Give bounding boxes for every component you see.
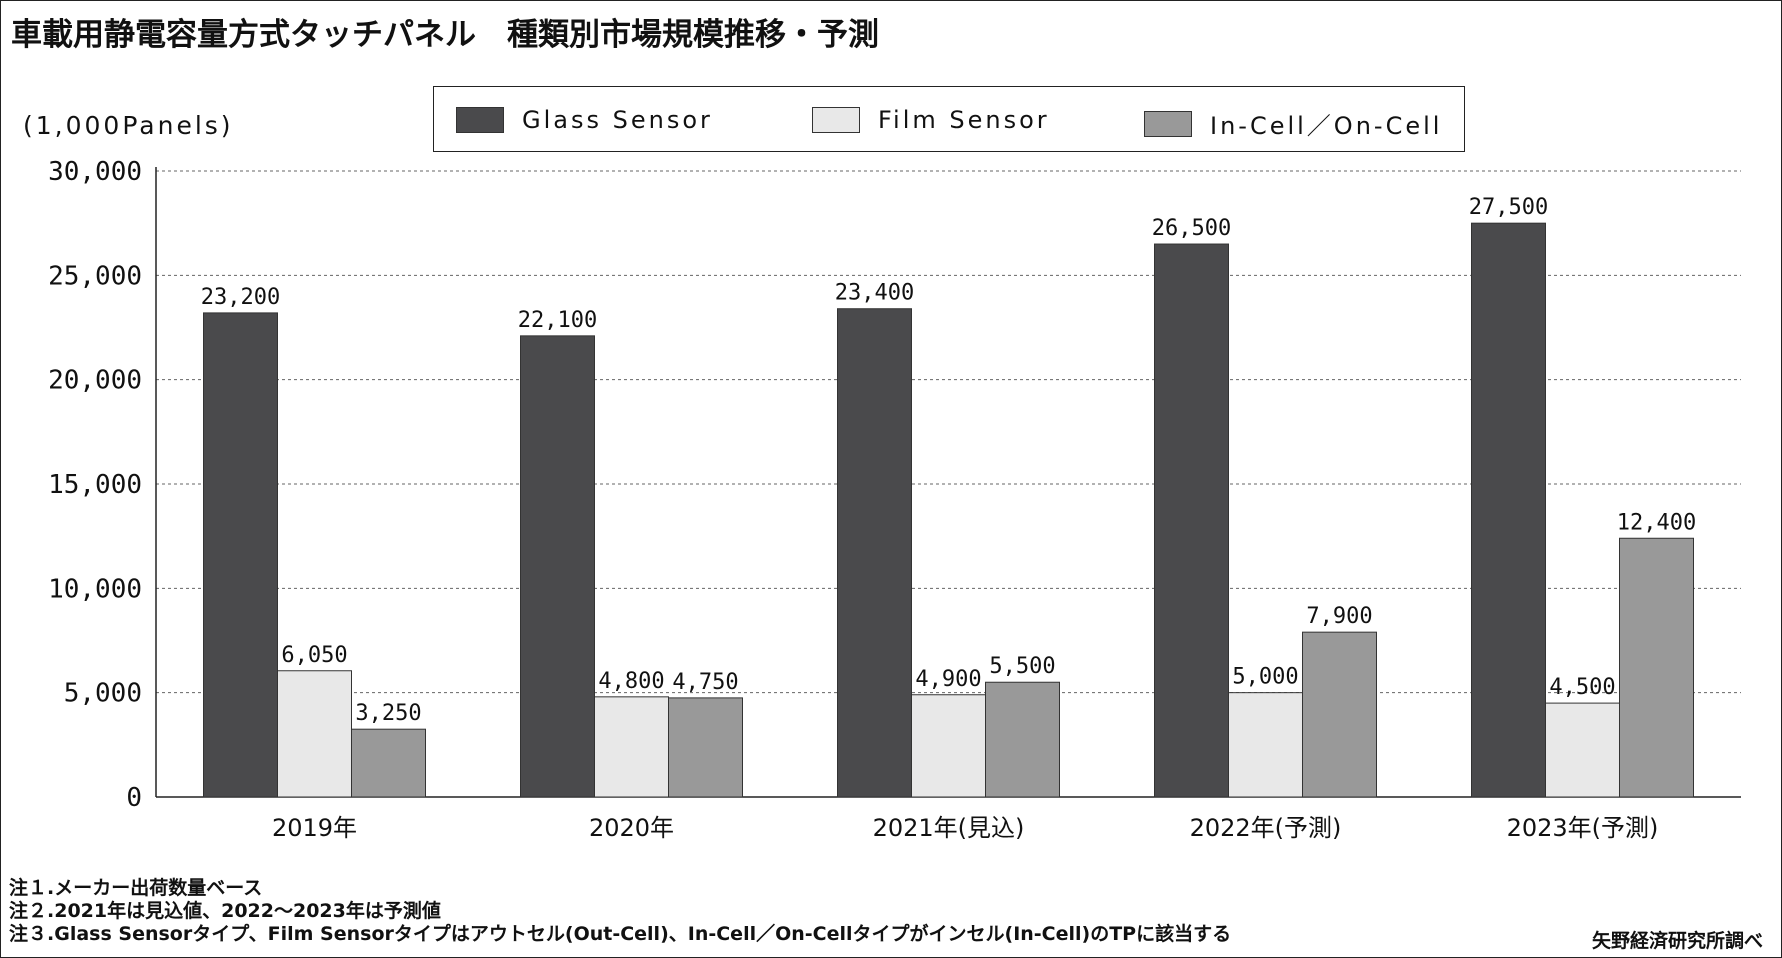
bar-film-sensor [277, 670, 352, 798]
x-category-label: 2023年(予測) [1507, 814, 1659, 842]
data-label-glass-sensor: 22,100 [518, 308, 597, 333]
y-tick-label: 25,000 [48, 261, 142, 291]
bar-film-sensor [1545, 702, 1620, 798]
y-tick-label: 20,000 [48, 366, 142, 396]
data-label-glass-sensor: 23,200 [201, 285, 280, 310]
data-label-film-sensor: 6,050 [281, 643, 347, 668]
legend: Glass Sensor Film Sensor In-Cell／On-Cell [433, 86, 1465, 152]
bar-glass-sensor [837, 308, 912, 798]
bar-glass-sensor [1471, 222, 1546, 798]
data-label-incell-oncell: 4,750 [672, 670, 738, 695]
x-category-label: 2019年 [272, 814, 357, 842]
y-tick-label: 5,000 [64, 679, 142, 709]
bar-incell-oncell [1619, 537, 1694, 798]
legend-item-film-sensor: Film Sensor [812, 106, 1050, 134]
data-label-glass-sensor: 27,500 [1469, 195, 1548, 220]
y-axis-unit-label: (1,000Panels) [23, 111, 234, 140]
bar-film-sensor [1228, 692, 1303, 798]
legend-item-glass-sensor: Glass Sensor [456, 106, 713, 134]
legend-label-glass-sensor: Glass Sensor [522, 106, 713, 134]
legend-label-incell-oncell: In-Cell／On-Cell [1210, 112, 1443, 140]
bar-incell-oncell [1302, 631, 1377, 798]
legend-swatch-incell-oncell [1144, 110, 1192, 137]
data-label-glass-sensor: 26,500 [1152, 216, 1231, 241]
data-label-incell-oncell: 12,400 [1617, 510, 1696, 535]
data-label-incell-oncell: 7,900 [1306, 604, 1372, 629]
y-tick-label: 10,000 [48, 574, 142, 604]
x-category-label: 2020年 [589, 814, 674, 842]
bar-glass-sensor [203, 312, 278, 798]
legend-item-incell-oncell: In-Cell／On-Cell [1144, 106, 1442, 141]
y-tick-label: 0 [126, 783, 142, 813]
data-label-incell-oncell: 5,500 [989, 654, 1055, 679]
bar-incell-oncell [985, 681, 1060, 798]
data-label-film-sensor: 4,900 [915, 667, 981, 692]
data-label-film-sensor: 5,000 [1232, 665, 1298, 690]
x-category-label: 2022年(予測) [1190, 814, 1342, 842]
legend-label-film-sensor: Film Sensor [878, 106, 1050, 134]
data-label-film-sensor: 4,800 [598, 669, 664, 694]
source-credit: 矢野経済研究所調べ [1591, 930, 1763, 952]
x-category-label: 2021年(見込) [873, 814, 1025, 842]
footnote-3: 注３.Glass Sensorタイプ、Film Sensorタイプはアウトセル(… [9, 923, 1232, 945]
y-tick-label: 15,000 [48, 470, 142, 500]
chart-title: 車載用静電容量方式タッチパネル 種類別市場規模推移・予測 [11, 17, 879, 53]
bar-glass-sensor [520, 335, 595, 798]
legend-swatch-glass-sensor [456, 107, 504, 133]
bar-film-sensor [594, 696, 669, 798]
bar-chart: 0 5,000 10,000 15,000 20,000 25,000 30,000 23,2… [48, 157, 1741, 842]
data-label-incell-oncell: 3,250 [355, 701, 421, 726]
bar-incell-oncell [668, 697, 743, 798]
footnotes: 注１.メーカー出荷数量ベース 注２.2021年は見込値、2022～2023年は予… [9, 877, 1231, 946]
footnote-2: 注２.2021年は見込値、2022～2023年は予測値 [9, 900, 441, 922]
footnote-1: 注１.メーカー出荷数量ベース [9, 877, 263, 899]
bar-glass-sensor [1154, 243, 1229, 798]
data-label-glass-sensor: 23,400 [835, 281, 914, 306]
bar-film-sensor [911, 694, 986, 798]
data-label-film-sensor: 4,500 [1549, 675, 1615, 700]
y-tick-label: 30,000 [48, 157, 142, 187]
legend-swatch-film-sensor [812, 107, 860, 133]
bar-incell-oncell [351, 728, 426, 798]
